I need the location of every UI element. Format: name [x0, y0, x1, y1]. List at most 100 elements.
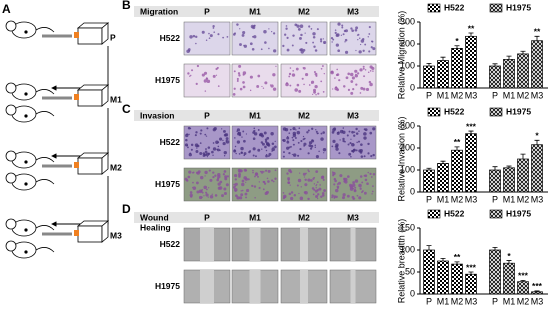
- bar: [437, 260, 449, 295]
- cell-dot: [316, 181, 319, 184]
- cell-dot: [253, 24, 256, 27]
- cell-dot: [313, 90, 317, 94]
- cell-dot: [191, 69, 194, 72]
- cell-dot: [242, 130, 245, 133]
- cell-dot: [290, 196, 294, 201]
- cell-dot: [322, 131, 325, 134]
- cell-dot: [300, 50, 304, 54]
- cell-dot: [274, 177, 277, 180]
- cell-dot: [188, 133, 190, 136]
- cell-dot: [347, 72, 351, 76]
- cell-dot: [312, 35, 316, 39]
- column-label: P: [204, 110, 210, 120]
- cell-dot: [224, 177, 228, 181]
- significance: **: [534, 27, 541, 37]
- legend-swatch: [489, 3, 503, 13]
- cell-dot: [202, 154, 206, 157]
- significance: ***: [532, 281, 543, 291]
- cell-dot: [189, 35, 193, 39]
- cell-dot: [360, 43, 362, 46]
- micrograph: [329, 21, 377, 56]
- cell-dot: [296, 130, 301, 135]
- cell-dot: [247, 178, 250, 181]
- cell-dot: [289, 67, 292, 69]
- cell-dot: [267, 169, 271, 173]
- cell-dot: [188, 170, 192, 174]
- cell-dot: [348, 130, 351, 133]
- cell-dot: [216, 66, 219, 70]
- cell-dot: [318, 150, 320, 153]
- cell-dot: [263, 131, 267, 135]
- x-tick-label: M3: [531, 296, 544, 306]
- cell-dot: [286, 48, 290, 52]
- cell-dot: [192, 171, 195, 174]
- micrograph: [231, 63, 279, 98]
- cell-dot: [336, 185, 340, 189]
- cell-dot: [207, 152, 211, 155]
- tumor: [24, 92, 28, 96]
- cell-dot: [287, 178, 290, 181]
- cell-dot: [292, 153, 297, 157]
- cell-dot: [332, 171, 334, 173]
- wound-gap: [249, 270, 261, 303]
- cell-dot: [212, 176, 215, 179]
- x-tick-label: M2: [517, 90, 530, 100]
- box-side: [101, 22, 109, 45]
- cell-dot: [200, 175, 204, 180]
- y-tick-label: 300: [400, 120, 415, 130]
- cell-dot: [355, 149, 358, 152]
- cell-dot: [238, 74, 241, 77]
- bar: [531, 144, 543, 193]
- cell-dot: [359, 92, 362, 94]
- cell-dot: [372, 70, 374, 72]
- column-label: M3: [347, 212, 359, 222]
- cell-dot: [271, 142, 275, 146]
- cell-dot: [206, 127, 209, 130]
- cell-dot: [317, 193, 320, 196]
- cell-dot: [333, 183, 336, 186]
- cell-dot: [353, 189, 357, 193]
- tumor: [24, 250, 28, 254]
- cell-dot: [288, 72, 292, 76]
- cell-dot: [362, 65, 365, 68]
- cell-dot: [315, 187, 317, 189]
- cell-dot: [302, 172, 306, 176]
- loop-arrow: [51, 176, 109, 227]
- cell-dot: [334, 179, 337, 183]
- cell-dot: [245, 181, 247, 184]
- cell-dot: [336, 33, 340, 37]
- cell-dot: [357, 39, 359, 41]
- row-label: H1975: [155, 179, 180, 189]
- cell-dot: [338, 181, 341, 185]
- row-label: H522: [160, 33, 181, 43]
- cell-dot: [366, 182, 369, 186]
- cell-dot: [320, 40, 323, 43]
- cell-dot: [320, 132, 323, 135]
- cell-dot: [335, 188, 339, 193]
- error-bar: [492, 166, 498, 170]
- cell-dot: [241, 189, 244, 192]
- cell-dot: [206, 79, 211, 84]
- cell-dot: [272, 146, 274, 148]
- cell-dot: [357, 72, 360, 75]
- cell-dot: [232, 186, 236, 189]
- y-tick-label: 0: [410, 82, 415, 92]
- mouse-head: [5, 150, 17, 162]
- cell-dot: [195, 149, 199, 153]
- cell-dot: [368, 50, 371, 53]
- cell-dot: [297, 27, 301, 31]
- cell-dot: [342, 193, 346, 197]
- cell-dot: [334, 86, 338, 91]
- tumor: [24, 160, 28, 164]
- cell-dot: [216, 148, 219, 151]
- cell-dot: [209, 194, 214, 199]
- cell-dot: [233, 183, 236, 186]
- cell-dot: [289, 184, 291, 186]
- cell-dot: [332, 38, 335, 41]
- cell-dot: [362, 49, 365, 52]
- cell-dot: [200, 129, 203, 132]
- cell-dot: [368, 33, 371, 35]
- error-bar: [468, 32, 474, 37]
- cell-dot: [359, 37, 361, 39]
- cell-dot: [192, 186, 197, 190]
